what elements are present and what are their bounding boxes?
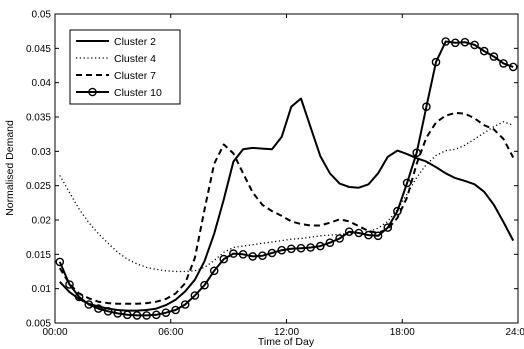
data-point [180,300,190,309]
data-point [431,57,441,67]
y-axis-title: Normalised Demand [4,120,16,216]
y-tick-label: 0.015 [26,250,51,261]
data-point [267,248,277,258]
legend-label: Cluster 10 [114,87,162,99]
x-tick-label: 24:00 [505,327,524,338]
y-tick-label: 0.035 [26,113,51,124]
series-line [58,111,515,305]
data-point [364,230,373,240]
data-point [508,62,518,72]
legend: Cluster 2 Cluster 4 Cluster 7 Cluster 10 [69,29,181,105]
y-tick-label: 0.04 [32,78,52,89]
data-point [441,37,451,46]
data-point [354,228,364,238]
data-point [286,244,296,254]
data-point [325,238,335,247]
data-point [489,52,499,61]
data-point [200,280,209,290]
data-point [412,148,422,157]
data-point [315,241,325,251]
data-point [470,40,479,50]
legend-label: Cluster 4 [114,53,156,65]
data-point [335,234,344,243]
data-point [142,311,151,320]
y-tick-label: 0.02 [32,216,52,227]
data-point [499,59,508,68]
data-point [238,249,248,259]
data-point [55,257,65,267]
series-cluster-7 [58,111,515,305]
y-tick-label: 0.025 [26,181,51,192]
series-cluster-10 [55,37,518,320]
data-point [84,300,94,309]
data-point [258,251,267,260]
series-layer [55,37,518,320]
data-point [123,310,132,320]
data-point [373,231,383,241]
y-tick-label: 0.045 [26,44,51,55]
data-point [94,304,103,313]
y-tick-label: 0.01 [32,284,52,295]
series-cluster-2 [59,97,515,312]
data-point [209,266,219,276]
data-point [132,311,142,320]
y-tick-label: 0.05 [32,10,52,21]
data-point [151,310,161,320]
series-cluster-4 [59,121,514,273]
x-axis-title: Time of Day [258,336,315,348]
data-point [74,292,84,302]
data-point [277,245,287,255]
x-tick-label: 12:00 [274,327,299,338]
data-point [383,223,393,232]
data-point [344,227,354,236]
legend-item: Cluster 4 [76,53,156,65]
x-tick-label: 18:00 [390,327,415,338]
y-tick-label: 0.005 [26,319,51,330]
legend-label: Cluster 7 [114,70,156,82]
data-point [103,306,113,316]
data-point [402,178,412,188]
legend-item: Cluster 2 [76,36,156,48]
data-point [450,38,460,48]
data-point [248,252,257,261]
data-point [229,249,238,258]
data-point [161,308,171,318]
legend-marker [88,87,97,97]
ticks-layer: 00:00 06:00 12:00 18:00 24:00 0.005 0.01 0.015 0… [26,10,524,339]
data-point [65,280,74,289]
x-tick-label: 06:00 [158,327,183,338]
data-point [113,309,122,318]
data-point [393,206,402,216]
series-line [59,97,515,312]
data-point [460,37,470,47]
data-point [219,254,229,264]
legend-label: Cluster 2 [114,36,156,48]
data-point [422,102,431,111]
series-line [59,121,514,273]
x-tick-label: 00:00 [42,327,67,338]
data-point [190,291,200,300]
legend-item: Cluster 7 [76,70,156,82]
legend-item: Cluster 10 [76,87,162,99]
data-point [479,46,489,56]
data-point [306,243,315,252]
data-point [171,305,180,315]
y-tick-label: 0.03 [32,147,52,158]
data-point [296,243,306,253]
